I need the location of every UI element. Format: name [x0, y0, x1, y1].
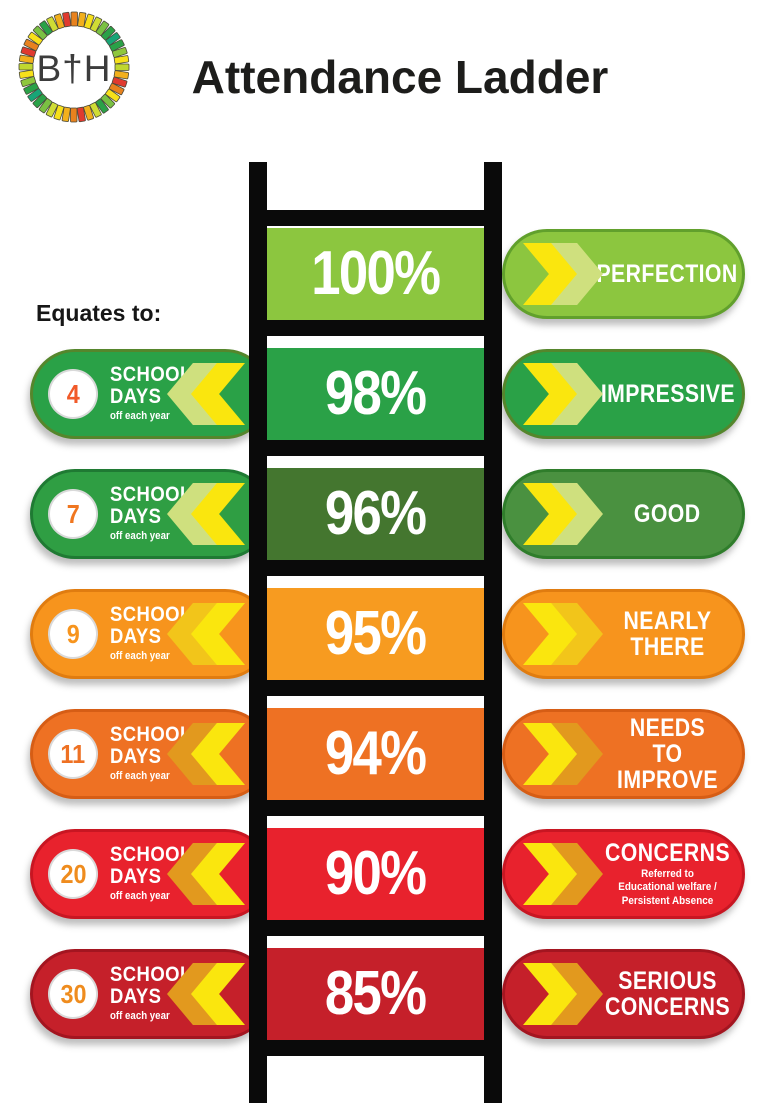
right-pill-sublabel: Referred to Educational welfare / Persis… [618, 868, 717, 907]
percent-box-85: 85% [267, 948, 484, 1040]
right-pill-label: GOOD [634, 500, 701, 528]
percent-label: 90% [325, 839, 427, 908]
right-pill-label: IMPRESSIVE [600, 380, 735, 408]
ladder-rung [249, 560, 502, 576]
days-circle: 30 [48, 969, 98, 1019]
right-pill-concerns: CONCERNS Referred to Educational welfare… [502, 829, 745, 919]
left-pill-4-days: 4 SCHOOL DAYS off each year [30, 349, 270, 439]
percent-label: 85% [325, 959, 427, 1028]
percent-box-94: 94% [267, 708, 484, 800]
days-label: DAYS [110, 385, 162, 409]
right-pill-impressive: IMPRESSIVE [502, 349, 745, 439]
off-each-year-label: off each year [110, 409, 170, 422]
off-each-year-label: off each year [110, 889, 170, 902]
ladder-rail-left [249, 162, 267, 1103]
days-circle: 9 [48, 609, 98, 659]
school-label: SCHOOL [110, 723, 192, 746]
days-circle: 11 [48, 729, 98, 779]
percent-box-95: 95% [267, 588, 484, 680]
equates-to-label: Equates to: [36, 300, 162, 326]
right-pill-perfection: PERFECTION [502, 229, 745, 319]
days-circle: 20 [48, 849, 98, 899]
days-number: 9 [66, 618, 80, 649]
right-pill-needs-to-improve: NEEDS TO IMPROVE [502, 709, 745, 799]
percent-box-100: 100% [267, 228, 484, 320]
left-pill-11-days: 11 SCHOOL DAYS off each year [30, 709, 270, 799]
right-pill-nearly-there: NEARLY THERE [502, 589, 745, 679]
percent-label: 98% [325, 359, 427, 428]
days-number: 30 [59, 978, 87, 1009]
off-each-year-label: off each year [110, 1009, 170, 1022]
bth-logo: B†H [12, 5, 136, 129]
left-pill-7-days: 7 SCHOOL DAYS off each year [30, 469, 270, 559]
off-each-year-label: off each year [110, 769, 170, 782]
days-label: DAYS [110, 745, 162, 769]
days-number: 11 [60, 738, 86, 769]
days-number: 20 [59, 858, 87, 889]
ladder-rung [249, 440, 502, 456]
school-label: SCHOOL [110, 843, 192, 866]
days-label: DAYS [110, 985, 162, 1009]
right-pill-label: PERFECTION [596, 260, 739, 288]
days-number: 4 [66, 378, 80, 409]
ladder-rung [249, 1040, 502, 1056]
school-label: SCHOOL [110, 363, 192, 386]
right-pill-label: NEEDS TO IMPROVE [617, 714, 718, 794]
logo-tick-ring [18, 11, 130, 123]
logo-monogram: B†H [36, 48, 112, 89]
percent-box-98: 98% [267, 348, 484, 440]
page-title: Attendance Ladder [191, 51, 609, 103]
off-each-year-label: off each year [110, 649, 170, 662]
left-pill-9-days: 9 SCHOOL DAYS off each year [30, 589, 270, 679]
ladder-rung [249, 800, 502, 816]
school-label: SCHOOL [110, 963, 192, 986]
percent-label: 96% [325, 479, 427, 548]
right-pill-good: GOOD [502, 469, 745, 559]
percent-label: 100% [311, 239, 441, 308]
ladder-rung [249, 680, 502, 696]
days-label: DAYS [110, 865, 162, 889]
school-label: SCHOOL [110, 603, 192, 626]
right-pill-label: NEARLY THERE [623, 607, 712, 661]
ladder-rail-right [484, 162, 502, 1103]
percent-label: 95% [325, 599, 427, 668]
days-circle: 7 [48, 489, 98, 539]
left-pill-20-days: 20 SCHOOL DAYS off each year [30, 829, 270, 919]
percent-box-96: 96% [267, 468, 484, 560]
right-pill-serious-concerns: SERIOUS CONCERNS [502, 949, 745, 1039]
right-pill-label: CONCERNS [604, 839, 731, 868]
days-number: 7 [66, 498, 80, 529]
right-pill-label: SERIOUS CONCERNS [604, 967, 731, 1021]
days-circle: 4 [48, 369, 98, 419]
days-label: DAYS [110, 505, 162, 529]
ladder-rung [249, 210, 502, 226]
percent-box-90: 90% [267, 828, 484, 920]
school-label: SCHOOL [110, 483, 192, 506]
ladder-rung [249, 320, 502, 336]
days-label: DAYS [110, 625, 162, 649]
ladder-rung [249, 920, 502, 936]
percent-label: 94% [325, 719, 427, 788]
left-pill-30-days: 30 SCHOOL DAYS off each year [30, 949, 270, 1039]
off-each-year-label: off each year [110, 529, 170, 542]
